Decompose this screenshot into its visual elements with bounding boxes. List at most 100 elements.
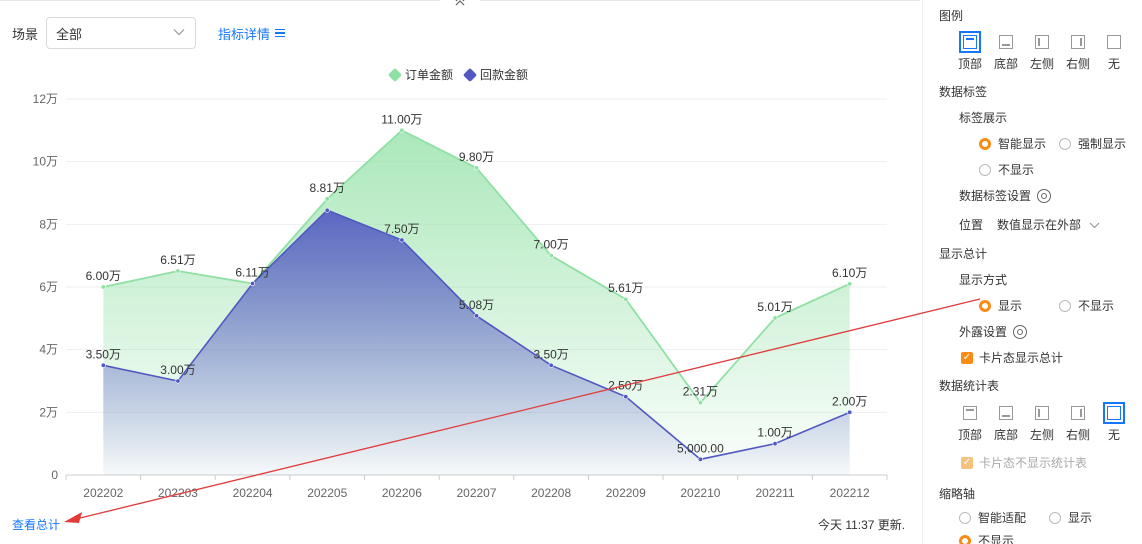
stat-position-option-right[interactable]: 右侧 (1065, 402, 1091, 443)
radio-hide-total[interactable]: 不显示 (1059, 297, 1114, 314)
stat-table-position-options: 顶部 底部 左侧 右侧 无 (957, 402, 1127, 443)
x-tick-label: 202202 (83, 486, 123, 500)
legend-position-option-bottom[interactable]: 底部 (993, 31, 1019, 72)
data-label: 6.00万 (86, 269, 121, 283)
radio-force-display[interactable]: 强制显示 (1059, 135, 1126, 152)
radio-hide-label[interactable]: 不显示 (979, 161, 1034, 178)
chart-panel: 场景 全部 指标详情 订单金额 回款金额 0 2万 4万 6万 8万 10万 12万 2022… (0, 0, 920, 532)
stat-table-section-title: 数据统计表 (939, 379, 1000, 393)
radio-show-total[interactable]: 显示 (979, 297, 1022, 314)
data-label: 5,000.00 (677, 441, 724, 455)
data-point (100, 362, 106, 368)
filter-toolbar: 场景 全部 指标详情 (12, 17, 286, 49)
radio-smart-display[interactable]: 智能显示 (979, 135, 1046, 152)
data-label: 3.50万 (533, 347, 568, 361)
legend-marker-order (387, 67, 403, 82)
metric-detail-label: 指标详情 (218, 26, 271, 42)
data-label: 6.10万 (832, 266, 867, 280)
data-point (623, 296, 629, 302)
radio-indicator (1049, 511, 1061, 524)
x-tick-label: 202207 (456, 486, 496, 500)
collapse-up-icon[interactable] (440, 0, 480, 8)
legend-position-option-left[interactable]: 左侧 (1029, 31, 1055, 72)
radio-label: 不显示 (998, 163, 1035, 177)
position-top-icon (959, 402, 981, 424)
data-label: 2.31万 (683, 385, 718, 399)
radio-label: 强制显示 (1078, 137, 1127, 151)
legend-position-option-none[interactable]: 无 (1101, 31, 1127, 72)
exposure-setting-label: 外露设置 (959, 325, 1008, 339)
scene-select[interactable]: 全部 (46, 17, 197, 49)
data-label: 3.00万 (160, 363, 195, 377)
scene-select-value: 全部 (56, 26, 83, 42)
x-tick-label: 202206 (382, 486, 422, 500)
view-total-link[interactable]: 查看总计 (12, 518, 61, 532)
y-tick-label: 0 (51, 468, 58, 482)
y-tick-label: 8万 (39, 217, 58, 231)
stat-position-option-none[interactable]: 无 (1101, 402, 1127, 443)
x-tick-label: 202211 (755, 486, 794, 500)
legend-position-option-top[interactable]: 顶部 (957, 31, 983, 72)
data-label-setting[interactable]: 数据标签设置 (959, 187, 1052, 204)
data-point (324, 207, 330, 213)
gear-icon[interactable] (1037, 188, 1052, 203)
stat-position-option-left[interactable]: 左侧 (1029, 402, 1055, 443)
radio-thumb-smart[interactable]: 智能适配 (959, 509, 1026, 526)
update-time: 今天 11:37 更新. (818, 518, 906, 532)
x-tick-label: 202208 (531, 486, 571, 500)
position-option-label: 无 (1107, 428, 1120, 442)
data-label: 2.50万 (608, 379, 643, 393)
data-label-section-title: 数据标签 (939, 85, 988, 99)
position-bottom-icon (995, 31, 1017, 53)
position-label: 位置 (959, 218, 984, 232)
x-tick-label: 202203 (158, 486, 198, 500)
data-point (548, 253, 554, 259)
card-show-total-checkbox[interactable]: ✓ 卡片态显示总计 (961, 349, 1063, 366)
data-point (100, 284, 106, 290)
position-option-label: 左侧 (1029, 57, 1054, 71)
position-option-label: 左侧 (1029, 428, 1054, 442)
position-top-icon (959, 31, 981, 53)
position-value: 数值显示在外部 (997, 218, 1082, 232)
data-label: 11.00万 (381, 112, 422, 126)
radio-indicator (979, 299, 991, 312)
gear-icon[interactable] (1013, 324, 1028, 339)
radio-label: 显示 (1068, 511, 1093, 525)
position-option-label: 底部 (993, 428, 1018, 442)
radio-thumb-hide[interactable]: 不显示 (959, 532, 1014, 544)
position-option-label: 底部 (993, 57, 1018, 71)
radio-thumb-show[interactable]: 显示 (1049, 509, 1092, 526)
y-tick-label: 12万 (33, 92, 58, 106)
stat-position-option-bottom[interactable]: 底部 (993, 402, 1019, 443)
data-point (399, 127, 405, 133)
radio-label: 不显示 (1078, 299, 1115, 313)
exposure-setting[interactable]: 外露设置 (959, 323, 1028, 340)
position-option-label: 顶部 (957, 57, 982, 71)
data-point (175, 378, 181, 384)
position-option-label: 右侧 (1065, 428, 1090, 442)
data-point (175, 268, 181, 274)
legend-item-order[interactable]: 订单金额 (387, 66, 453, 83)
checkbox-label: 卡片态显示总计 (979, 351, 1064, 365)
stat-position-option-top[interactable]: 顶部 (957, 402, 983, 443)
position-right-icon (1067, 402, 1089, 424)
data-point (399, 237, 405, 243)
data-point (847, 281, 853, 287)
metric-detail-link[interactable]: 指标详情 (218, 24, 286, 43)
radio-indicator (1059, 299, 1071, 312)
data-point (847, 409, 853, 415)
radio-label: 显示 (998, 299, 1023, 313)
legend-section-title: 图例 (939, 9, 964, 23)
show-total-section-title: 显示总计 (939, 247, 988, 261)
area-chart[interactable]: 0 2万 4万 6万 8万 10万 12万 202202 202203 202204 202205 2… (0, 85, 920, 505)
data-label: 7.00万 (533, 238, 568, 252)
card-hide-stat-checkbox[interactable]: ✓ 卡片态不显示统计表 (961, 454, 1087, 471)
legend-marker-payment (462, 67, 478, 82)
data-label: 5.08万 (459, 298, 494, 312)
legend-item-payment[interactable]: 回款金额 (462, 66, 528, 83)
legend-position-option-right[interactable]: 右侧 (1065, 31, 1091, 72)
y-tick-label: 2万 (39, 405, 58, 419)
data-label: 7.50万 (384, 222, 419, 236)
radio-label: 不显示 (978, 534, 1015, 544)
label-position-select[interactable]: 位置 数值显示在外部 (959, 216, 1100, 233)
